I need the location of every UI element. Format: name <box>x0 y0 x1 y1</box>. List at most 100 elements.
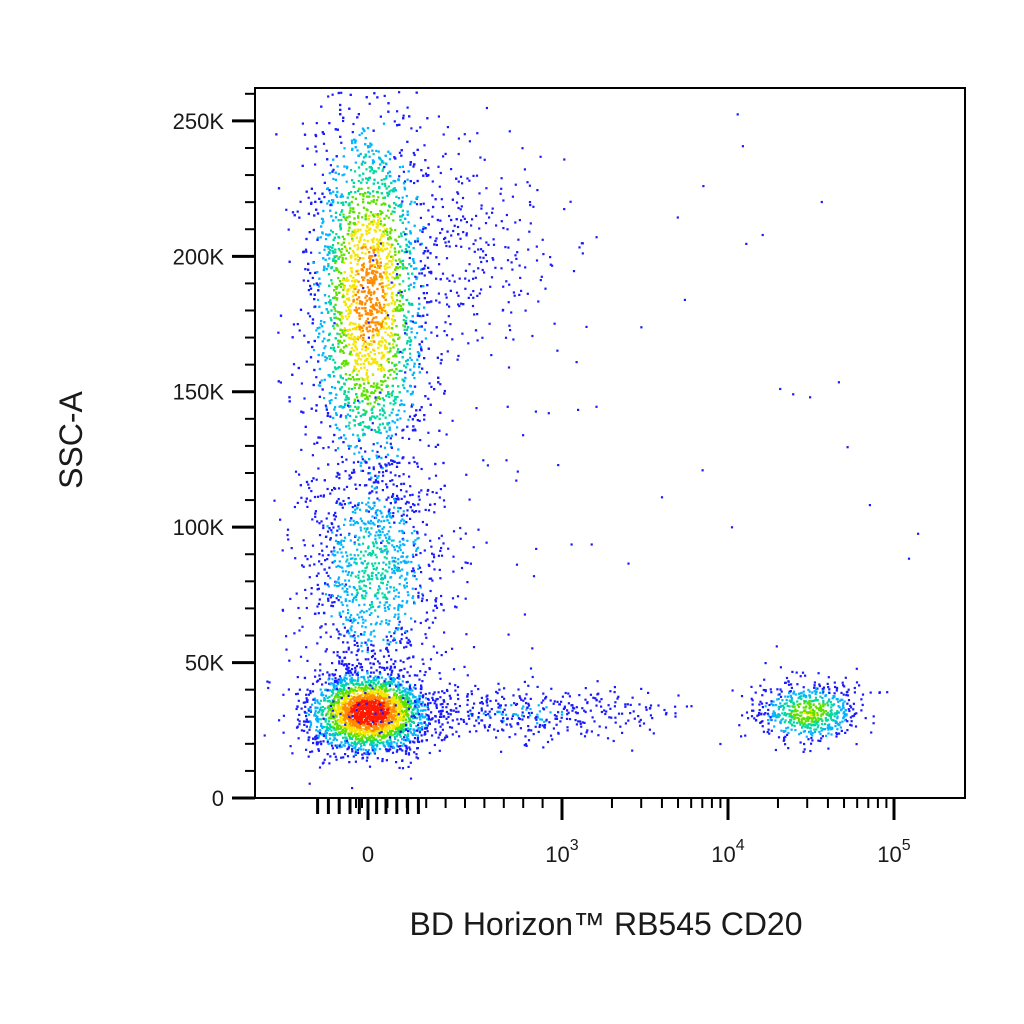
event-point <box>427 444 430 447</box>
event-point <box>435 277 438 280</box>
event-point <box>348 211 351 214</box>
event-point <box>375 728 378 731</box>
event-point <box>335 701 338 704</box>
event-point <box>308 713 311 716</box>
event-point <box>356 658 359 661</box>
event-point <box>343 364 346 367</box>
event-point <box>371 716 374 719</box>
event-point <box>348 707 351 710</box>
event-point <box>324 736 328 740</box>
event-point <box>296 718 300 721</box>
event-point <box>364 726 368 729</box>
event-point <box>366 723 369 726</box>
event-point <box>412 686 415 689</box>
event-point <box>398 369 401 373</box>
event-point <box>347 697 350 700</box>
event-point <box>355 311 358 314</box>
event-point <box>322 142 326 145</box>
event-point <box>391 420 394 423</box>
event-point <box>372 241 375 244</box>
event-point <box>385 724 388 727</box>
event-point <box>355 701 358 704</box>
event-point <box>332 346 335 349</box>
event-point <box>413 460 416 464</box>
event-point <box>360 734 363 737</box>
event-point <box>421 728 424 731</box>
event-point <box>326 339 329 342</box>
event-point <box>386 748 389 751</box>
event-point <box>365 716 368 719</box>
event-point <box>384 285 387 288</box>
event-point <box>347 251 350 254</box>
event-point <box>376 727 379 730</box>
event-point <box>423 703 426 706</box>
event-point <box>369 714 372 717</box>
event-point <box>349 702 352 705</box>
event-point <box>386 721 389 725</box>
event-point <box>362 195 365 198</box>
event-point <box>455 730 458 733</box>
event-point <box>362 743 366 746</box>
event-point <box>419 687 423 690</box>
event-point <box>418 325 421 328</box>
event-point <box>369 264 372 267</box>
event-point <box>345 736 348 739</box>
event-point <box>412 260 415 263</box>
event-point <box>356 699 359 702</box>
event-point <box>318 766 322 769</box>
event-point <box>370 709 373 712</box>
event-point <box>409 761 412 764</box>
event-point <box>332 684 335 687</box>
event-point <box>377 331 381 334</box>
event-point <box>370 649 373 653</box>
event-point <box>363 303 367 306</box>
event-point <box>384 748 388 751</box>
event-point <box>357 280 360 283</box>
event-point <box>309 750 312 754</box>
event-point <box>402 690 405 693</box>
event-point <box>362 676 366 680</box>
event-point <box>406 703 409 706</box>
event-point <box>337 257 340 260</box>
event-point <box>372 697 375 700</box>
event-point <box>317 701 320 704</box>
event-point <box>367 733 370 736</box>
event-point <box>408 746 411 749</box>
event-point <box>392 677 395 680</box>
event-point <box>389 471 392 474</box>
event-point <box>382 705 385 708</box>
event-point <box>395 344 398 347</box>
event-point <box>398 300 401 303</box>
event-point <box>413 730 416 733</box>
event-point <box>329 723 332 726</box>
event-point <box>344 315 347 318</box>
event-point <box>374 702 377 705</box>
event-point <box>399 417 402 420</box>
event-point <box>377 682 380 685</box>
event-point <box>343 147 346 150</box>
event-point <box>421 726 424 729</box>
event-point <box>350 715 353 718</box>
event-point <box>356 149 359 152</box>
event-point <box>401 693 405 696</box>
event-point <box>386 728 389 731</box>
event-point <box>390 722 393 725</box>
event-point <box>359 717 362 720</box>
event-point <box>374 303 377 306</box>
event-point <box>343 173 346 176</box>
event-point <box>438 749 441 752</box>
event-point <box>386 702 389 705</box>
event-point <box>341 692 344 695</box>
event-point <box>390 709 393 712</box>
event-point <box>350 687 353 690</box>
event-point <box>332 190 335 193</box>
event-point <box>331 93 334 96</box>
event-point <box>360 711 363 714</box>
event-point <box>395 693 398 696</box>
event-point <box>337 487 341 490</box>
event-point <box>452 668 456 671</box>
event-point <box>386 749 389 752</box>
event-point <box>349 720 352 723</box>
event-point <box>396 733 399 736</box>
event-point <box>427 716 430 719</box>
